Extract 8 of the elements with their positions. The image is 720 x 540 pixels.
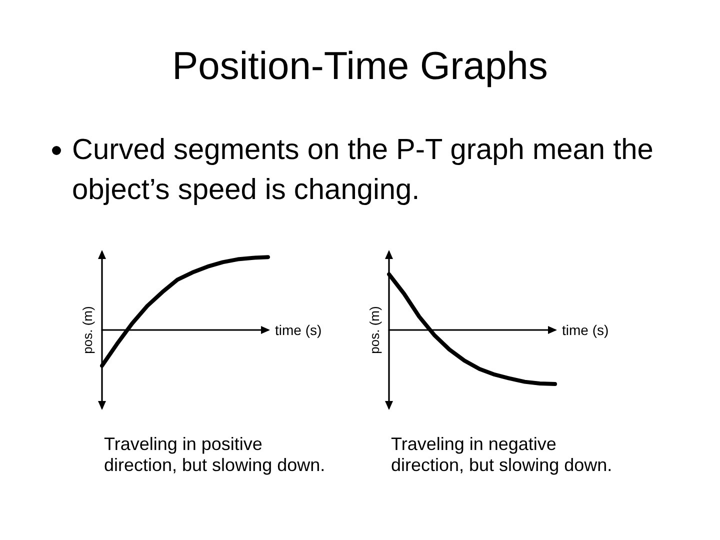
text: Position-Time Graphs bbox=[171, 44, 549, 90]
text: Traveling in negative direction, but slowing down. bbox=[391, 434, 614, 476]
text: Traveling in positive direction, but slowing down. bbox=[104, 434, 326, 476]
y-axis-title: pos. (m) bbox=[367, 306, 382, 354]
y-axis-title: pos. (m) bbox=[80, 306, 95, 354]
x-axis-title: time (s) bbox=[275, 322, 322, 338]
text: Curved segments on the P-T graph mean the object’s speed is changing. bbox=[72, 133, 654, 208]
x-axis-title: time (s) bbox=[562, 322, 609, 338]
